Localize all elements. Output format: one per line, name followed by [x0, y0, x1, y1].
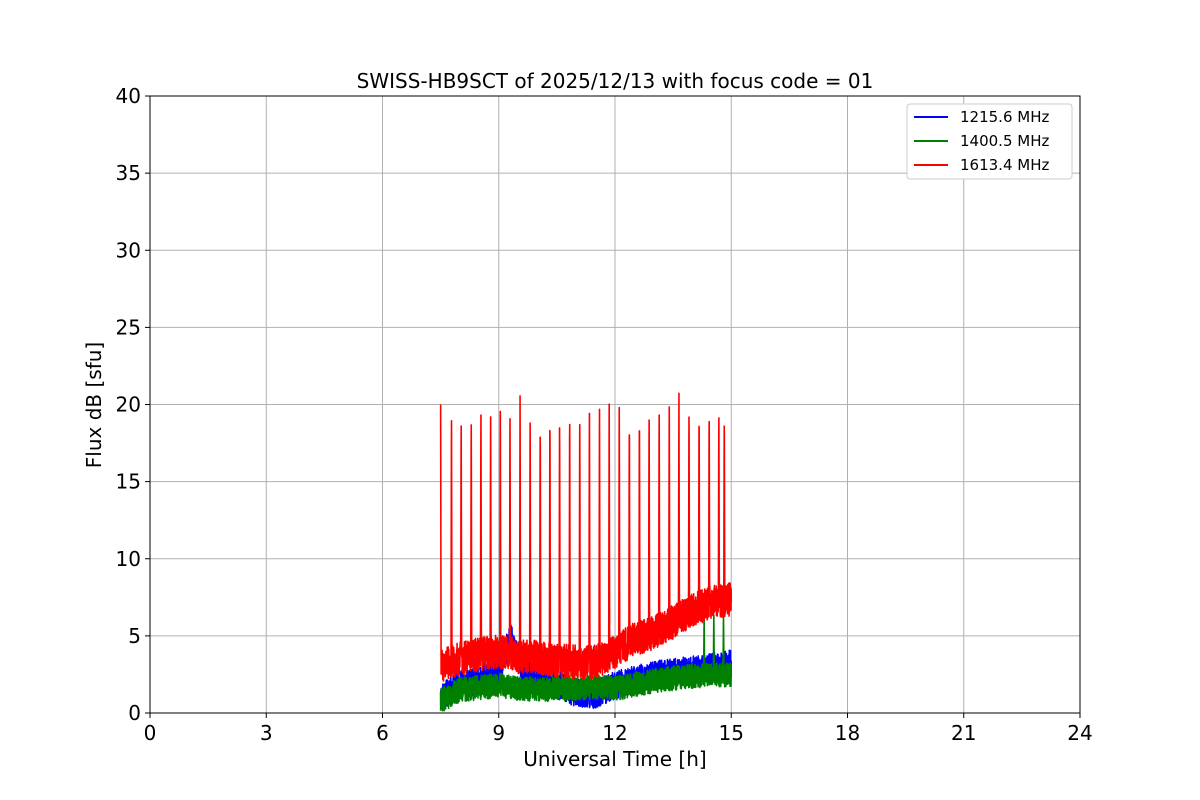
x-tick-label: 6	[376, 721, 389, 745]
x-tick-label: 9	[492, 721, 505, 745]
x-tick-label: 15	[719, 721, 744, 745]
y-tick-label: 25	[116, 315, 141, 339]
y-tick-label: 0	[128, 701, 141, 725]
y-tick-label: 30	[116, 238, 141, 262]
x-tick-label: 21	[951, 721, 976, 745]
y-tick-label: 40	[116, 84, 141, 108]
x-tick-label: 3	[260, 721, 273, 745]
legend-label-1215-6: 1215.6 MHz	[960, 108, 1049, 126]
y-tick-label: 10	[116, 547, 141, 571]
y-tick-label: 5	[128, 624, 141, 648]
x-axis: 0 3 6 9 12 15 18 21 24	[144, 713, 1093, 745]
series-line	[439, 392, 733, 682]
legend-label-1400-5: 1400.5 MHz	[960, 132, 1049, 150]
y-tick-label: 35	[116, 161, 141, 185]
y-axis: 0 5 10 15 20 25 30 35 40	[116, 84, 150, 725]
y-tick-label: 20	[116, 393, 141, 417]
series-line	[439, 613, 733, 712]
legend-label-1613-4: 1613.4 MHz	[960, 156, 1049, 174]
x-tick-label: 0	[144, 721, 157, 745]
series-layer	[439, 392, 733, 712]
x-tick-label: 24	[1067, 721, 1092, 745]
y-axis-label: Flux dB [sfu]	[82, 342, 106, 468]
x-axis-label: Universal Time [h]	[523, 747, 706, 771]
legend-box	[906, 103, 1073, 180]
legend: 1215.6 MHz 1400.5 MHz 1613.4 MHz	[906, 103, 1073, 180]
x-tick-label: 12	[602, 721, 627, 745]
y-tick-label: 15	[116, 470, 141, 494]
chart-title: SWISS-HB9SCT of 2025/12/13 with focus co…	[357, 69, 874, 93]
x-tick-label: 18	[835, 721, 860, 745]
